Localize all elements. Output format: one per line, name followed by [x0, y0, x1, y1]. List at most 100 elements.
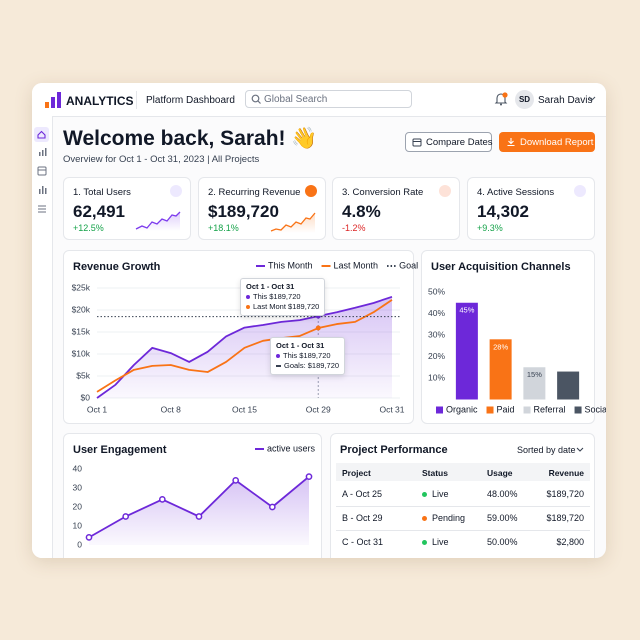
y-tick-label: 10	[73, 520, 83, 530]
status-dot	[422, 492, 427, 497]
kpi-change: +12.5%	[73, 223, 104, 233]
kpi-value: 4.8%	[342, 202, 381, 221]
app-window: ANALYTICS Platform Dashboard Global Sear…	[32, 83, 606, 558]
welcome-title: Welcome back, Sarah! 👋	[63, 127, 318, 150]
section-title: Platform Dashboard	[146, 95, 235, 106]
status-dot	[422, 540, 427, 545]
legend-label: Referral	[534, 404, 566, 414]
cell: 48.00%	[487, 489, 518, 499]
kpi-value: 62,491	[73, 202, 125, 221]
kpi-value: 14,302	[477, 202, 529, 221]
sidebar-icons	[34, 127, 49, 213]
kpi-label: 2. Recurring Revenue	[208, 187, 301, 198]
sort-control[interactable]: Sorted by date	[517, 445, 576, 455]
calendar-icon	[412, 138, 422, 147]
row-divider	[336, 530, 590, 531]
cell: A - Oct 25	[342, 489, 383, 499]
x-tick-label: Oct 15	[232, 404, 257, 414]
x-tick-label: Oct 29	[306, 404, 331, 414]
brand: ANALYTICS	[66, 94, 134, 108]
compare-label[interactable]: Compare Dates	[426, 137, 493, 148]
y-tick-label: $5k	[76, 370, 90, 380]
y-tick-label: 40%	[428, 308, 445, 318]
bar	[523, 367, 546, 400]
bar	[455, 302, 478, 400]
column-header[interactable]: Revenue	[548, 468, 584, 478]
search-box[interactable]	[245, 90, 412, 108]
legend-swatch	[574, 406, 582, 414]
search-placeholder: Global Search	[264, 94, 328, 105]
download-label[interactable]: Download Report	[520, 137, 594, 148]
status: Live	[432, 537, 449, 547]
tooltip-title: Oct 1 - Oct 31	[246, 282, 295, 291]
chevron	[576, 447, 584, 452]
y-tick-label: 20	[73, 501, 83, 511]
status-dot	[422, 516, 427, 521]
legend-label: Social	[585, 404, 606, 414]
y-tick-label: $25k	[72, 282, 91, 292]
column-header[interactable]: Project	[342, 468, 371, 478]
status: Pending	[432, 513, 466, 523]
x-tick-label: Oct 1	[87, 404, 108, 414]
value-label: 28%	[493, 342, 508, 351]
point	[232, 477, 240, 484]
sparklines	[135, 211, 316, 233]
kpi-card	[332, 177, 460, 240]
compare-button[interactable]	[405, 132, 492, 152]
kpi-icon	[439, 185, 451, 197]
download-icon	[507, 138, 515, 147]
legend-label: active users	[267, 443, 316, 453]
y-tick-label: 30%	[428, 329, 445, 339]
y-tick-label: 50%	[428, 286, 445, 296]
column-header[interactable]: Status	[422, 468, 448, 478]
point	[195, 513, 203, 520]
kpi-label: 3. Conversion Rate	[342, 187, 424, 198]
sidebar	[32, 116, 53, 558]
x-tick-label: Oct 31	[379, 404, 404, 414]
y-tick-label: 30	[73, 482, 83, 492]
cell: C - Oct 31	[342, 537, 384, 547]
revenue: $2,800	[556, 537, 584, 547]
logo	[45, 92, 61, 108]
point	[268, 503, 276, 511]
y-tick-label: 10%	[428, 372, 445, 382]
y-tick-label: $20k	[72, 304, 91, 314]
legend-dash	[276, 365, 281, 367]
row-divider	[336, 506, 590, 507]
legend-dot	[246, 305, 250, 310]
notification-bell[interactable]	[494, 92, 508, 106]
cell: B - Oct 29	[342, 513, 383, 523]
kpi-icon	[170, 185, 182, 197]
tooltip-row: This $189,720	[276, 351, 339, 361]
charts: $0 $5k $10k $15k $20k $25k Oct 1 Oct 8 Oct 15 Oct…	[72, 260, 606, 549]
value-label: 45%	[459, 306, 474, 315]
download-button[interactable]	[499, 132, 595, 152]
column-header[interactable]: Usage	[487, 468, 513, 478]
revenue: $189,720	[546, 513, 584, 523]
kpi-label: 1. Total Users	[73, 187, 131, 198]
kpi-icon	[305, 185, 317, 197]
avatar[interactable]: SD	[515, 90, 534, 109]
line	[96, 299, 393, 393]
tooltip-text: Goals: $189,720	[284, 361, 340, 370]
chart-title: User Engagement	[73, 444, 167, 456]
y-tick-label: $0	[81, 392, 91, 402]
x-tick-label: Oct 8	[161, 404, 182, 414]
tooltip-row: Goals: $189,720	[276, 361, 339, 371]
table-title: Project Performance	[340, 444, 448, 456]
y-tick-label: 0	[77, 539, 82, 549]
tooltip: Oct 1 - Oct 31 This $189,720 Last Mont $…	[240, 278, 326, 316]
highlight-point	[315, 325, 321, 331]
legend-dot	[276, 354, 280, 359]
status: Live	[432, 489, 449, 499]
y-tick-label: 20%	[428, 351, 445, 361]
kpi-change: +18.1%	[208, 223, 239, 233]
legend-label: This Month	[268, 260, 313, 270]
user-name[interactable]: Sarah Davis	[538, 95, 593, 106]
legend-swatch	[523, 406, 531, 414]
chart-title: Revenue Growth	[73, 261, 161, 273]
cell: 50.00%	[487, 537, 518, 547]
point	[122, 513, 130, 520]
welcome-subtitle: Overview for Oct 1 - Oct 31, 2023 | All …	[63, 154, 260, 165]
